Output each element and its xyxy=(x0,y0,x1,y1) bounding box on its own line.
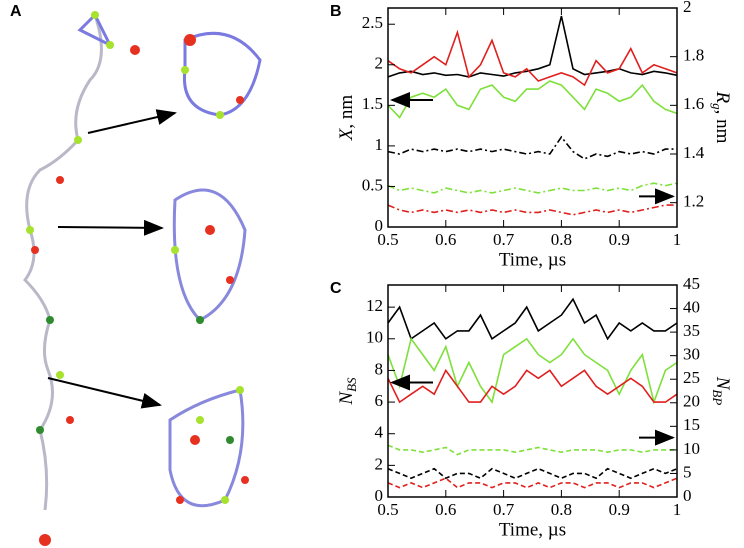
data-line xyxy=(387,15,678,78)
data-line xyxy=(387,444,677,456)
molecule-illustration xyxy=(23,11,262,546)
y-tick-label: 10 xyxy=(366,328,383,347)
y-tick-label: 6 xyxy=(375,391,384,410)
y2-tick-label: 20 xyxy=(683,392,700,411)
y2-tick-label: 5 xyxy=(683,462,692,481)
panel-label: A xyxy=(10,3,22,20)
x-tick-label: 0.7 xyxy=(493,230,515,249)
axis-label: NBP xyxy=(710,376,733,406)
axis-label-main: X xyxy=(336,127,357,141)
y-tick-label: 0 xyxy=(375,486,384,505)
y2-tick-label: 35 xyxy=(683,321,700,340)
panel-label: B xyxy=(330,3,342,20)
y2-tick-label: 25 xyxy=(683,368,700,387)
y-tick-label: 1 xyxy=(375,135,384,154)
x-tick-label: 0.6 xyxy=(435,500,456,519)
y-tick-label: 0 xyxy=(375,216,384,235)
y-tick-label: 2 xyxy=(375,54,384,73)
y2-tick-label: 1.2 xyxy=(683,192,704,211)
y-tick-label: 1.5 xyxy=(362,94,383,113)
axis-label-sub: g xyxy=(710,103,725,110)
x-tick-label: 0.7 xyxy=(493,500,515,519)
data-line xyxy=(387,477,678,489)
y-tick-label: 8 xyxy=(375,359,384,378)
panel-label: C xyxy=(330,280,342,297)
x-tick-label: 0.5 xyxy=(377,500,398,519)
plot-frame xyxy=(387,7,678,228)
arrows xyxy=(47,109,177,409)
axis-label-unit: , nm xyxy=(712,110,733,144)
data-line xyxy=(387,80,678,119)
axis-label-sub: BS xyxy=(344,377,359,392)
y2-tick-label: 30 xyxy=(683,345,700,364)
y2-tick-label: 1.8 xyxy=(683,46,704,65)
y2-tick-label: 45 xyxy=(683,274,700,293)
data-line xyxy=(387,182,678,194)
axis-label-main: N xyxy=(336,391,357,406)
plot-frame xyxy=(387,284,678,498)
x-tick-label: 0.9 xyxy=(609,500,630,519)
y2-tick-label: 2 xyxy=(683,0,692,16)
y-tick-label: 12 xyxy=(366,296,383,315)
x-tick-label: 0.5 xyxy=(377,230,398,249)
x-tick-label: 0.8 xyxy=(551,230,572,249)
axis-label: Rg, nm xyxy=(710,91,733,144)
data-line xyxy=(387,336,678,405)
y2-tick-label: 15 xyxy=(683,415,700,434)
y-tick-label: 2 xyxy=(375,454,384,473)
data-line xyxy=(387,204,677,216)
data-line xyxy=(387,368,678,404)
x-tick-label: 0.9 xyxy=(609,230,630,249)
axis-label-main: R xyxy=(712,91,733,104)
x-axis-label: Time, µs xyxy=(499,249,566,270)
x-tick-label: 0.6 xyxy=(435,230,456,249)
y-tick-label: 0.5 xyxy=(362,175,383,194)
y2-tick-label: 1.4 xyxy=(683,143,705,162)
y2-tick-label: 40 xyxy=(683,297,700,316)
axis-label: NBS xyxy=(336,377,359,406)
y-tick-label: 2.5 xyxy=(362,13,383,32)
x-tick-label: 0.8 xyxy=(551,500,572,519)
y2-tick-label: 0 xyxy=(683,486,692,505)
data-line xyxy=(387,29,678,87)
y2-tick-label: 10 xyxy=(683,439,700,458)
axis-label: X, nm xyxy=(336,95,357,142)
data-line xyxy=(387,467,678,480)
y-tick-label: 4 xyxy=(375,423,384,442)
axis-label-unit: , nm xyxy=(336,95,357,129)
x-axis-label: Time, µs xyxy=(499,519,566,540)
x-tick-label: 1 xyxy=(673,230,682,249)
data-line xyxy=(387,135,677,160)
y2-tick-label: 1.6 xyxy=(683,94,704,113)
data-line xyxy=(387,297,678,341)
x-tick-label: 1 xyxy=(673,500,682,519)
axis-label-sub: BP xyxy=(710,389,725,405)
axis-label-main: N xyxy=(712,376,733,391)
